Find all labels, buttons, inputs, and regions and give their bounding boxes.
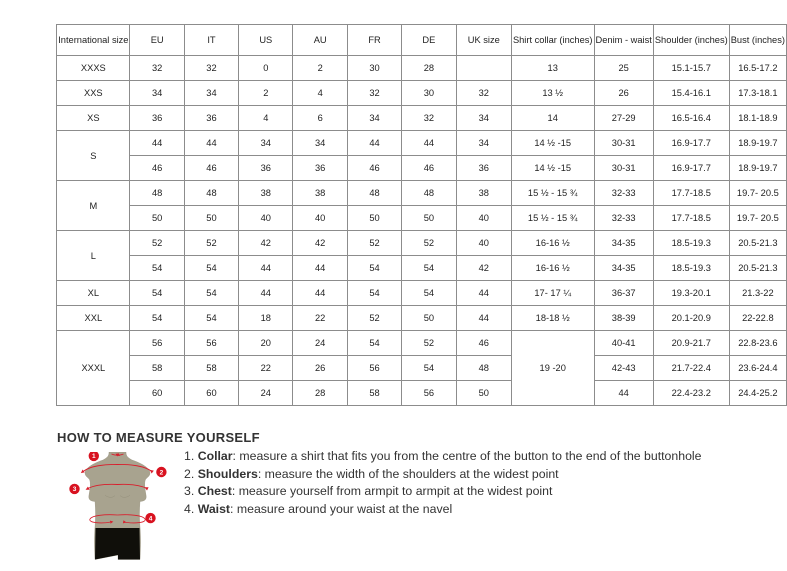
svg-text:3: 3 <box>73 486 77 493</box>
svg-text:1: 1 <box>92 453 96 460</box>
svg-text:2: 2 <box>160 469 164 476</box>
svg-text:4: 4 <box>149 515 153 522</box>
